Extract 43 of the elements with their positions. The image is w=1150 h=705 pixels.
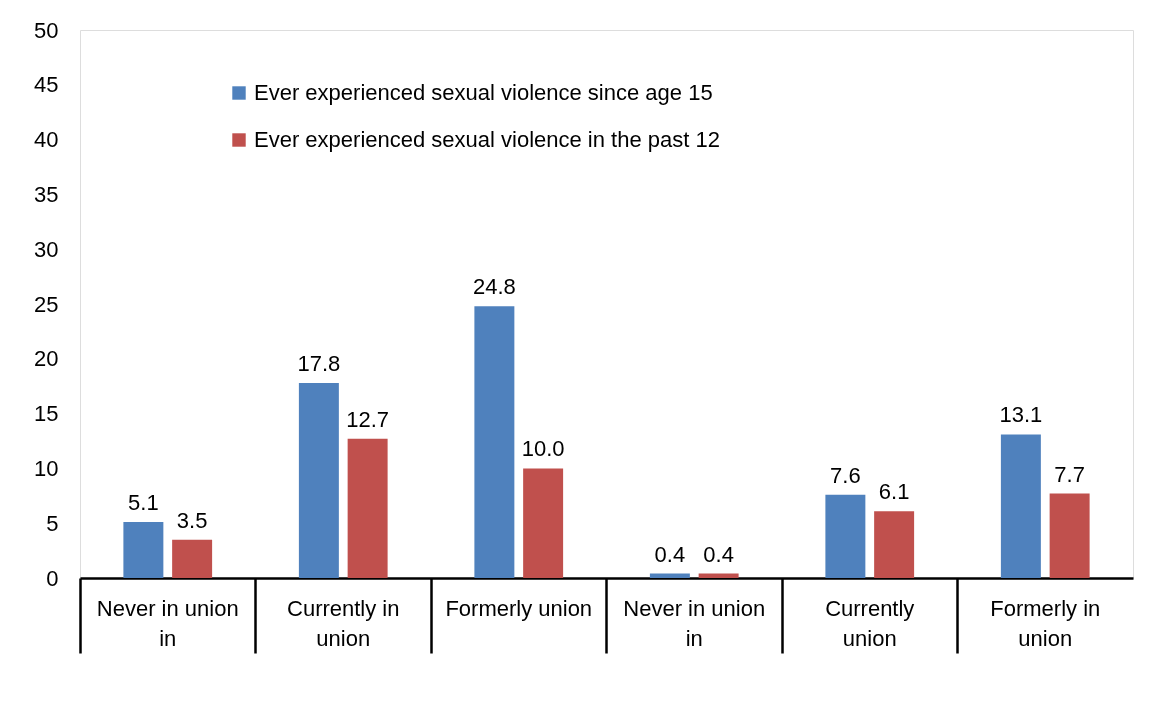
bar [123, 522, 164, 578]
bar [298, 382, 339, 578]
bar [825, 494, 866, 578]
legend-label: Ever experienced sexual violence in the past 12 [254, 127, 720, 152]
y-tick-label: 45 [34, 72, 59, 98]
y-tick-label: 10 [34, 455, 59, 481]
x-tick-label: Never in union in [96, 595, 239, 651]
data-label: 24.8 [472, 274, 516, 300]
data-label: 3.5 [176, 507, 208, 533]
bar [523, 468, 564, 578]
y-tick-label: 15 [34, 401, 59, 427]
bar [649, 573, 690, 578]
x-tick-label: Currently union [825, 595, 915, 651]
data-label: 6.1 [878, 479, 910, 505]
data-label: 0.4 [654, 541, 686, 567]
y-tick-label: 25 [34, 291, 59, 317]
data-label: 7.7 [1054, 461, 1085, 487]
bar [172, 539, 213, 578]
x-tick-label: Formerly in union [990, 595, 1101, 651]
data-label: 7.6 [830, 462, 861, 488]
y-tick-label: 40 [34, 127, 59, 153]
bar [347, 438, 388, 578]
data-label: 5.1 [128, 490, 159, 516]
bar [1000, 434, 1041, 578]
data-label: 12.7 [346, 406, 390, 432]
x-tick-label: Currently in union [287, 595, 400, 651]
y-tick-label: 20 [34, 346, 59, 372]
y-tick-label: 30 [34, 236, 59, 262]
data-label: 10.0 [521, 436, 565, 462]
bar [1049, 493, 1090, 578]
bar [874, 511, 915, 578]
bar [474, 306, 515, 578]
x-tick-label: Never in union in [623, 595, 766, 651]
data-label: 17.8 [297, 350, 341, 376]
data-label: 0.4 [703, 541, 734, 567]
y-tick-label: 5 [46, 510, 59, 536]
bar [698, 573, 739, 578]
data-label: 13.1 [999, 402, 1043, 428]
y-tick-label: 35 [34, 181, 59, 207]
y-tick-label: 0 [46, 565, 59, 591]
y-tick-label: 50 [34, 17, 59, 43]
x-tick-label: Formerly union [445, 595, 593, 621]
legend-label: Ever experienced sexual violence since age 15 [254, 80, 713, 105]
